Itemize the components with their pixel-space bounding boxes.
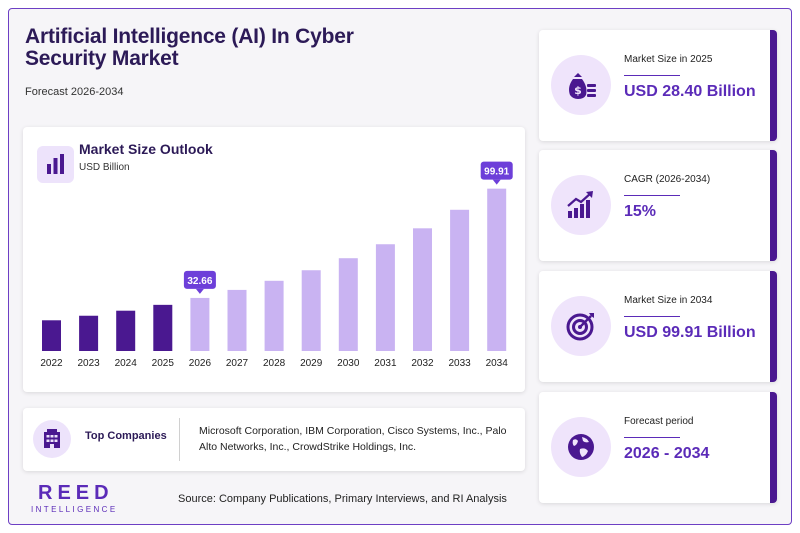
stat-value: 15% [624, 203, 657, 220]
stat-card-forecast-period: Forecast period 2026 - 2034 [539, 392, 777, 503]
top-companies-title: Top Companies [85, 430, 167, 442]
stat-label: Market Size in 2034 [624, 295, 713, 306]
bar-2024 [116, 310, 136, 351]
money-bag-icon: $ [551, 55, 611, 115]
bar-2031 [375, 244, 395, 351]
stat-rule [624, 437, 680, 438]
data-label-pointer [492, 179, 501, 185]
bar-chart-icon [37, 146, 74, 183]
data-label: 32.66 [187, 276, 212, 287]
top-companies-card: Top Companies Microsoft Corporation, IBM… [23, 408, 525, 471]
data-label-bubble [183, 270, 216, 289]
stat-label: Market Size in 2025 [624, 54, 713, 65]
stat-label: Forecast period [624, 416, 694, 427]
stat-card-market-size-2025: $ Market Size in 2025 USD 28.40 Billion [539, 30, 777, 141]
stat-value: USD 99.91 Billion [624, 324, 756, 341]
svg-text:$: $ [574, 84, 582, 97]
chart-unit: USD Billion [79, 162, 130, 173]
stat-rule [624, 195, 680, 196]
bar-2034 [487, 188, 507, 351]
x-tick-label: 2028 [263, 358, 286, 369]
stat-card-cagr: CAGR (2026-2034) 15% [539, 150, 777, 261]
x-tick-label: 2029 [300, 358, 323, 369]
data-label: 99.91 [484, 167, 509, 178]
x-tick-label: 2026 [189, 358, 212, 369]
x-tick-label: 2027 [226, 358, 249, 369]
target-icon [551, 296, 611, 356]
chart-title: Market Size Outlook [79, 141, 213, 157]
source-note: Source: Company Publications, Primary In… [178, 493, 507, 505]
stat-rule [624, 75, 680, 76]
bar-2032 [413, 228, 432, 351]
bar-2030 [338, 258, 358, 351]
x-tick-label: 2022 [40, 358, 63, 369]
x-tick-label: 2031 [374, 358, 397, 369]
building-icon [33, 420, 71, 458]
divider [179, 418, 180, 461]
reed-logo: REED [38, 482, 114, 504]
top-companies-list: Microsoft Corporation, IBM Corporation, … [199, 425, 507, 453]
bar-2025 [153, 304, 173, 351]
bar-2022 [42, 320, 61, 351]
bar-2029 [301, 270, 321, 351]
bar-2027 [227, 289, 247, 351]
stat-label: CAGR (2026-2034) [624, 174, 711, 185]
x-tick-label: 2023 [77, 358, 100, 369]
data-label-bubble [480, 161, 513, 180]
x-tick-label: 2034 [486, 358, 509, 369]
bar-chart: 2022 2023 2024 2025 2026 32.66 2027 2028 2029 203… [40, 161, 513, 369]
bar-2023 [79, 315, 99, 351]
x-tick-label: 2024 [115, 358, 138, 369]
x-tick-label: 2030 [337, 358, 360, 369]
page-title: Artificial Intelligence (AI) In Cyber Se… [25, 25, 354, 70]
stat-rule [624, 316, 680, 317]
reed-logo-subtitle: INTELLIGENCE [31, 505, 118, 514]
x-tick-label: 2032 [411, 358, 434, 369]
growth-chart-icon [551, 175, 611, 235]
x-tick-label: 2025 [152, 358, 175, 369]
globe-icon [551, 417, 611, 477]
stat-value: 2026 - 2034 [624, 445, 710, 462]
bar-2033 [450, 209, 470, 351]
market-size-chart-card: Market Size Outlook USD Billion 2022 2023… [23, 127, 525, 392]
stat-value: USD 28.40 Billion [624, 83, 756, 100]
page-subtitle: Forecast 2026-2034 [25, 86, 124, 98]
bar-2026 [190, 297, 210, 351]
stat-card-market-size-2034: Market Size in 2034 USD 99.91 Billion [539, 271, 777, 382]
bar-2028 [264, 280, 284, 351]
data-label-pointer [195, 288, 204, 294]
x-tick-label: 2033 [448, 358, 471, 369]
